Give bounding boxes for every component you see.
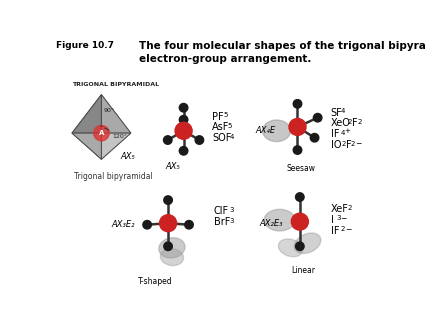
- Polygon shape: [101, 95, 130, 133]
- Text: IO: IO: [330, 140, 340, 150]
- Circle shape: [93, 125, 109, 141]
- Circle shape: [295, 242, 303, 251]
- Circle shape: [179, 116, 187, 124]
- Circle shape: [288, 118, 305, 135]
- Text: AX₂E₃: AX₂E₃: [259, 219, 282, 228]
- Circle shape: [143, 220, 151, 229]
- Text: 3: 3: [229, 207, 233, 213]
- Text: 4: 4: [229, 134, 233, 140]
- Text: F: F: [345, 140, 350, 150]
- Text: I: I: [330, 215, 333, 225]
- Circle shape: [310, 133, 318, 142]
- Circle shape: [295, 193, 303, 201]
- Circle shape: [184, 220, 193, 229]
- Text: 2: 2: [341, 141, 345, 147]
- Text: 3: 3: [335, 215, 340, 221]
- Text: Trigonal bipyramidal: Trigonal bipyramidal: [74, 172, 153, 180]
- Text: TRIGONAL BIPYRAMIDAL: TRIGONAL BIPYRAMIDAL: [72, 82, 159, 86]
- Text: 5: 5: [227, 123, 231, 129]
- Text: 90°: 90°: [104, 108, 115, 113]
- Circle shape: [179, 103, 187, 112]
- Ellipse shape: [158, 238, 184, 258]
- Text: 2: 2: [346, 205, 351, 211]
- Text: AX₃E₂: AX₃E₂: [111, 220, 135, 229]
- Circle shape: [159, 215, 176, 232]
- Text: Linear: Linear: [291, 266, 315, 275]
- Circle shape: [163, 136, 172, 144]
- Circle shape: [293, 100, 301, 108]
- Text: SOF: SOF: [212, 133, 231, 143]
- Text: 5: 5: [223, 112, 228, 118]
- Text: 2: 2: [340, 226, 345, 232]
- Circle shape: [175, 122, 192, 139]
- Ellipse shape: [262, 120, 290, 141]
- Text: IF: IF: [330, 226, 339, 236]
- Polygon shape: [72, 133, 101, 159]
- Text: Seesaw: Seesaw: [286, 164, 315, 173]
- Text: IF: IF: [330, 129, 339, 139]
- Circle shape: [164, 196, 172, 204]
- Polygon shape: [101, 95, 130, 159]
- Ellipse shape: [264, 209, 294, 231]
- Text: +: +: [344, 129, 350, 134]
- Text: 2: 2: [350, 141, 354, 147]
- Text: −: −: [344, 225, 350, 234]
- Polygon shape: [72, 95, 101, 159]
- Polygon shape: [101, 133, 130, 159]
- Text: BrF: BrF: [213, 217, 230, 227]
- Text: PF: PF: [212, 112, 223, 122]
- Circle shape: [195, 136, 203, 144]
- Text: SF: SF: [330, 108, 342, 118]
- Circle shape: [293, 146, 301, 154]
- Circle shape: [313, 114, 321, 122]
- Text: AsF: AsF: [212, 122, 229, 132]
- Circle shape: [164, 242, 172, 251]
- Text: 4: 4: [340, 130, 345, 136]
- Text: A: A: [98, 130, 104, 136]
- Text: AX₅: AX₅: [120, 152, 135, 161]
- Text: ClF: ClF: [213, 206, 228, 216]
- Text: T-shaped: T-shaped: [138, 277, 173, 286]
- Text: 3: 3: [229, 218, 233, 224]
- Polygon shape: [72, 95, 101, 133]
- Text: 120°: 120°: [112, 134, 127, 139]
- Circle shape: [179, 147, 187, 155]
- Text: F: F: [351, 118, 357, 128]
- Text: 2: 2: [347, 119, 351, 125]
- Ellipse shape: [160, 249, 183, 266]
- Text: Figure 10.7: Figure 10.7: [56, 42, 114, 51]
- Text: The four molecular shapes of the trigonal bipyramidal
electron-group arrangement: The four molecular shapes of the trigona…: [138, 41, 426, 63]
- Text: 4: 4: [340, 108, 345, 115]
- Circle shape: [291, 213, 308, 230]
- Text: XeF: XeF: [330, 204, 348, 214]
- Text: 2: 2: [356, 119, 361, 125]
- Text: AX₄E: AX₄E: [255, 126, 275, 135]
- Text: XeO: XeO: [330, 118, 350, 128]
- Text: AX₅: AX₅: [165, 162, 180, 171]
- Text: −: −: [354, 139, 360, 148]
- Ellipse shape: [278, 239, 302, 257]
- Text: −: −: [340, 214, 345, 223]
- Ellipse shape: [294, 233, 320, 253]
